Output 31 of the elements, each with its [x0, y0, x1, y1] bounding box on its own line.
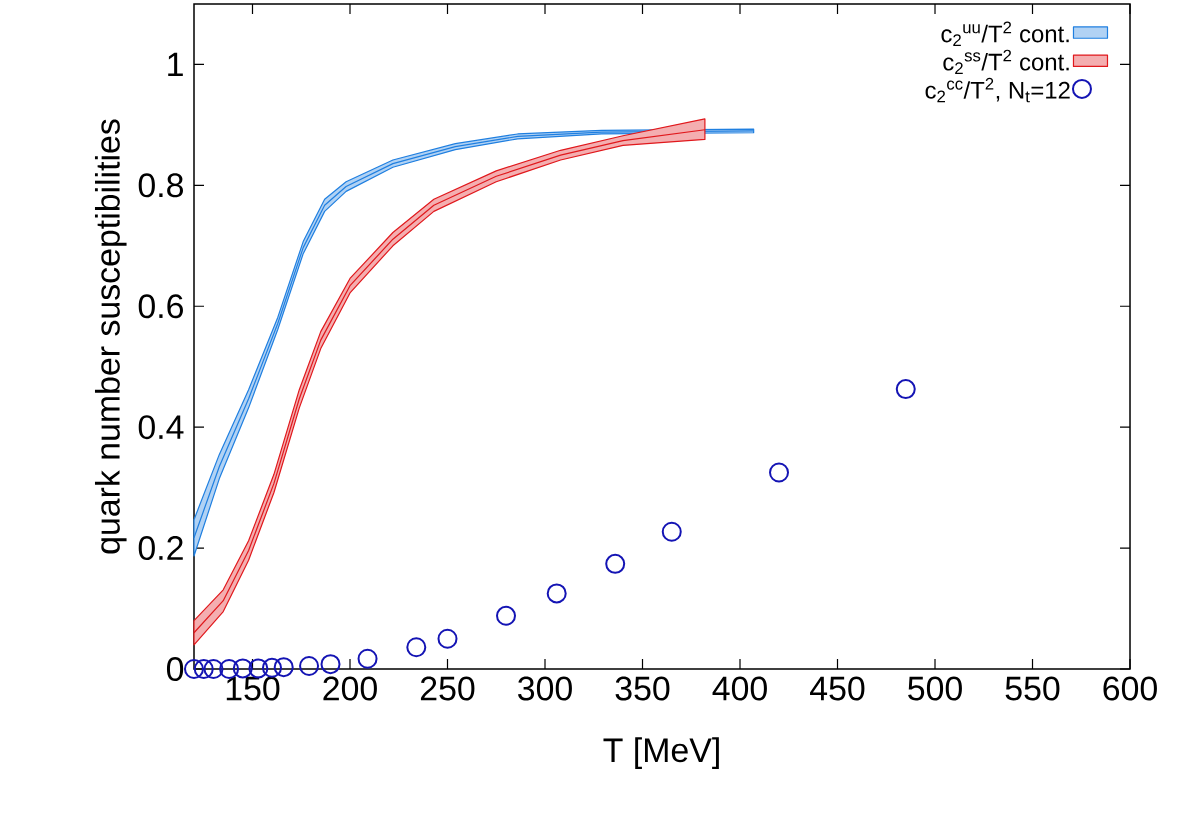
y-tick-label: 0: [166, 657, 184, 681]
point: [769, 462, 789, 483]
legend-label: c$_{2}$$^{uu}$/T$^{2}$ cont.: [941, 21, 1069, 46]
x-tick-label: 150: [226, 676, 280, 701]
x-tick-label: 300: [518, 676, 572, 701]
x-tick-label: 450: [810, 676, 865, 701]
point: [357, 648, 378, 669]
x-tick-label: 200: [323, 676, 377, 701]
point: [299, 655, 320, 676]
y-tick-label: 0.4: [138, 415, 184, 440]
y-tick-label: 0.6: [138, 294, 183, 319]
x-tick-label: 400: [712, 676, 767, 701]
x-tick-label: 550: [1005, 676, 1060, 701]
point: [320, 654, 341, 675]
y-tick-label: 1: [168, 52, 183, 77]
point: [203, 659, 224, 679]
y-axis-title: quark number susceptibilities: [94, 119, 127, 554]
y-tick-label: 0.8: [138, 173, 184, 198]
point: [262, 657, 282, 678]
x-tick-label: 350: [615, 676, 670, 701]
point: [895, 379, 916, 400]
x-tick-label: 600: [1103, 676, 1157, 701]
x-axis-title: T [MeV]: [603, 737, 719, 769]
point: [184, 659, 204, 679]
y-tick-label: 0.2: [138, 536, 183, 561]
x-tick-label: 500: [908, 676, 962, 701]
point: [193, 659, 214, 679]
point: [273, 657, 294, 678]
legend-label: c$_{2}$$^{cc}$/T$^{2}$, N$_{t}$=12: [925, 77, 1070, 103]
x-tick-label: 250: [420, 676, 475, 701]
legend-label: c$_{2}$$^{ss}$/T$^{2}$ cont.: [943, 49, 1069, 75]
